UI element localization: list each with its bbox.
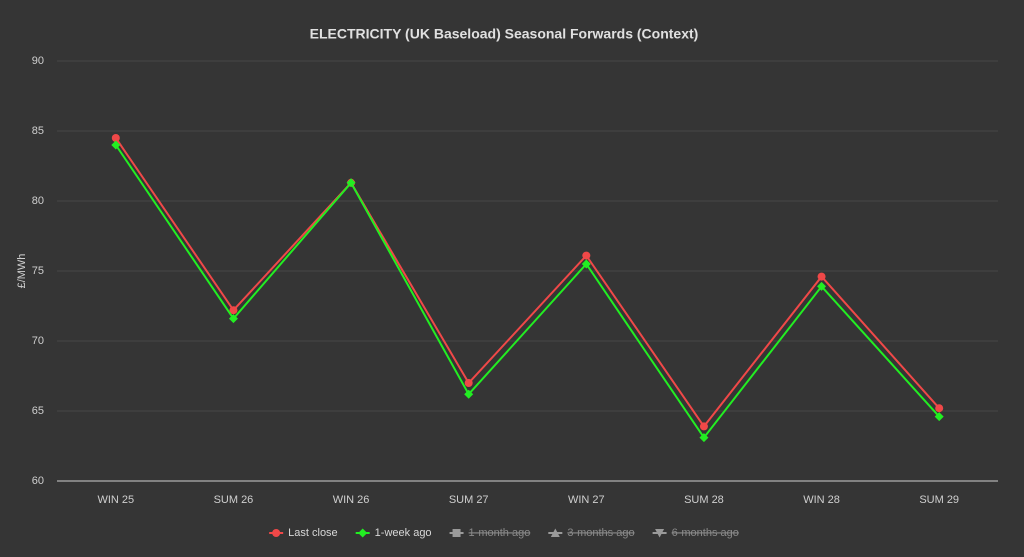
y-tick-label: 70 xyxy=(32,335,44,347)
y-tick-label: 65 xyxy=(32,405,44,417)
x-tick-label: SUM 27 xyxy=(449,494,489,506)
y-tick-label: 75 xyxy=(32,265,44,277)
y-tick-label: 80 xyxy=(32,195,44,207)
y-tick-label: 90 xyxy=(32,55,44,67)
data-point xyxy=(228,314,238,324)
legend-symbol xyxy=(358,528,368,538)
legend-item[interactable]: 3-months ago xyxy=(548,527,635,539)
legend-symbol xyxy=(655,529,665,538)
legend-symbol xyxy=(550,528,560,537)
x-tick-label: WIN 28 xyxy=(803,494,840,506)
legend-item[interactable]: 1-month ago xyxy=(449,527,531,539)
legend-item[interactable]: 6-months ago xyxy=(652,527,739,539)
data-point xyxy=(582,251,591,260)
legend-item[interactable]: 1-week ago xyxy=(355,527,432,539)
data-point xyxy=(229,306,238,315)
data-point xyxy=(111,140,121,150)
series-line xyxy=(114,137,940,429)
x-tick-label: SUM 29 xyxy=(919,494,959,506)
data-point xyxy=(817,272,826,281)
legend: Last close 1-week ago 1-month ago 3-months … xyxy=(269,527,739,539)
series-line xyxy=(114,144,940,440)
legend-label: 3-months ago xyxy=(567,527,634,539)
legend-symbol xyxy=(452,529,461,537)
x-tick-label: WIN 27 xyxy=(568,494,605,506)
chart-title: ELECTRICITY (UK Baseload) Seasonal Forwa… xyxy=(310,26,699,42)
legend-symbol xyxy=(272,529,281,537)
data-point xyxy=(699,422,708,431)
data-point xyxy=(346,178,356,188)
data-point xyxy=(934,412,944,422)
data-point xyxy=(817,281,827,291)
x-tick-label: WIN 26 xyxy=(333,494,370,506)
x-tick-label: SUM 28 xyxy=(684,494,724,506)
legend-label: 1-week ago xyxy=(375,527,432,539)
data-point xyxy=(699,433,709,443)
data-point xyxy=(935,404,944,413)
legend-label: 1-month ago xyxy=(469,527,531,539)
y-tick-label: 85 xyxy=(32,125,44,137)
legend-label: 6-months ago xyxy=(672,527,739,539)
data-point xyxy=(464,379,473,387)
x-tick-label: SUM 26 xyxy=(214,494,254,506)
legend-item[interactable]: Last close xyxy=(269,527,338,539)
data-point xyxy=(464,389,474,399)
legend-label: Last close xyxy=(288,527,338,539)
y-tick-label: 60 xyxy=(32,475,44,487)
x-tick-label: WIN 25 xyxy=(97,494,134,506)
data-point xyxy=(581,259,591,269)
y-axis-label: £/MWh xyxy=(16,254,28,289)
data-point xyxy=(111,134,120,142)
